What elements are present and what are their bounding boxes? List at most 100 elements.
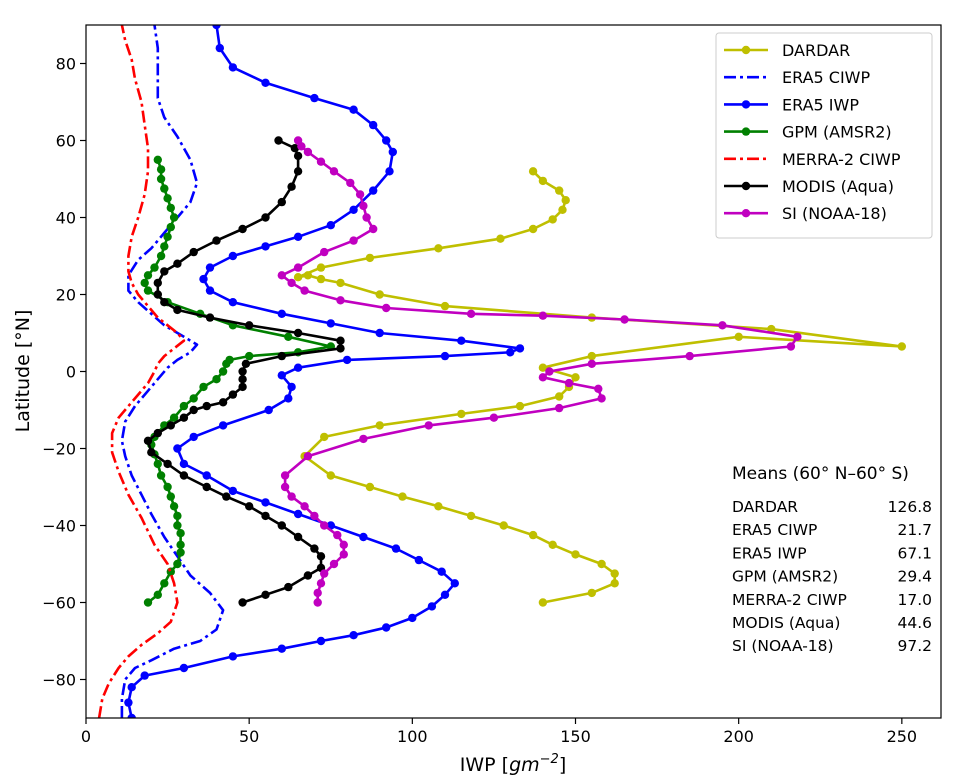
data-point bbox=[280, 482, 290, 492]
data-point bbox=[287, 182, 296, 191]
data-point bbox=[369, 186, 378, 195]
data-point bbox=[303, 271, 313, 280]
data-point bbox=[506, 348, 515, 357]
data-point bbox=[620, 315, 629, 324]
data-point bbox=[310, 511, 319, 521]
data-point bbox=[163, 459, 172, 469]
data-point bbox=[300, 502, 309, 511]
series-si-noaa-18 bbox=[277, 136, 802, 607]
data-point bbox=[215, 43, 224, 53]
data-point bbox=[293, 167, 303, 176]
data-point bbox=[434, 244, 443, 253]
means-label: MODIS (Aqua) bbox=[732, 614, 840, 632]
data-point bbox=[189, 432, 198, 442]
data-point bbox=[143, 286, 153, 295]
legend-item-gpm-amsr2: GPM (AMSR2) bbox=[724, 123, 892, 142]
data-point bbox=[293, 328, 303, 338]
series-line-era5-iwp bbox=[127, 25, 522, 718]
x-tick-label: 0 bbox=[81, 727, 91, 746]
data-point bbox=[218, 367, 228, 376]
data-point bbox=[153, 155, 162, 164]
y-tick-label: −80 bbox=[42, 671, 76, 690]
data-point bbox=[538, 373, 548, 382]
data-point bbox=[293, 273, 303, 282]
y-tick-label: 40 bbox=[56, 209, 76, 228]
means-label: ERA5 IWP bbox=[732, 544, 807, 562]
data-point bbox=[290, 144, 300, 153]
data-point bbox=[205, 263, 215, 272]
data-point bbox=[293, 509, 303, 519]
data-point bbox=[147, 448, 156, 457]
x-axis-label-suffix: ] bbox=[559, 754, 566, 776]
data-point bbox=[398, 492, 407, 501]
data-point bbox=[342, 355, 352, 365]
legend-label: ERA5 CIWP bbox=[782, 68, 871, 87]
data-point bbox=[199, 382, 208, 392]
data-point bbox=[293, 151, 303, 161]
means-label: DARDAR bbox=[732, 498, 798, 516]
data-point bbox=[153, 459, 162, 469]
data-point bbox=[548, 540, 557, 549]
y-tick-label: −40 bbox=[42, 517, 76, 536]
data-point bbox=[362, 213, 371, 222]
data-point bbox=[336, 344, 345, 353]
data-point bbox=[499, 521, 508, 530]
data-point bbox=[538, 176, 548, 186]
data-point bbox=[316, 274, 326, 284]
data-point bbox=[326, 319, 335, 328]
data-point bbox=[199, 274, 208, 284]
means-value: 126.8 bbox=[888, 498, 932, 516]
data-point bbox=[375, 421, 384, 430]
data-point bbox=[277, 351, 286, 361]
data-point bbox=[228, 652, 238, 661]
data-point bbox=[238, 224, 247, 234]
data-point bbox=[218, 398, 228, 407]
data-point bbox=[245, 321, 254, 330]
data-point bbox=[173, 259, 182, 268]
data-point bbox=[316, 157, 326, 166]
data-point bbox=[150, 263, 159, 272]
data-point bbox=[375, 328, 384, 338]
data-point bbox=[277, 309, 286, 318]
data-point bbox=[218, 421, 228, 430]
data-point bbox=[280, 471, 290, 480]
means-label: GPM (AMSR2) bbox=[732, 568, 838, 586]
data-point bbox=[277, 521, 286, 530]
data-point bbox=[587, 359, 596, 368]
data-point bbox=[166, 421, 175, 430]
data-point bbox=[156, 471, 166, 480]
legend-swatch-marker bbox=[741, 209, 751, 218]
data-point bbox=[153, 278, 162, 288]
data-point bbox=[287, 278, 296, 288]
x-axis-label-exponent: −2 bbox=[540, 752, 559, 767]
legend-swatch-marker bbox=[741, 100, 751, 109]
data-point bbox=[160, 242, 169, 251]
data-point bbox=[349, 236, 358, 245]
means-value: 67.1 bbox=[897, 544, 932, 562]
data-point bbox=[349, 631, 358, 640]
legend-label: GPM (AMSR2) bbox=[782, 123, 892, 142]
means-row: SI (NOAA-18) 97.2 bbox=[732, 637, 932, 655]
x-tick-label: 150 bbox=[560, 727, 591, 746]
data-point bbox=[156, 174, 166, 184]
data-point bbox=[176, 529, 185, 538]
data-point bbox=[555, 392, 564, 401]
data-point bbox=[718, 321, 727, 330]
series-merra-2-ciwp bbox=[97, 25, 186, 718]
data-point bbox=[587, 351, 596, 361]
data-point bbox=[450, 579, 459, 588]
data-point bbox=[261, 498, 270, 507]
means-row: ERA5 IWP 67.1 bbox=[732, 544, 932, 562]
data-point bbox=[222, 492, 231, 501]
means-value: 29.4 bbox=[897, 568, 932, 586]
data-point bbox=[140, 671, 149, 680]
data-point bbox=[202, 401, 211, 411]
legend-box bbox=[715, 32, 933, 239]
data-point bbox=[153, 428, 162, 438]
data-point bbox=[261, 590, 270, 599]
data-point bbox=[326, 471, 335, 480]
data-point bbox=[261, 511, 270, 521]
data-point bbox=[176, 548, 185, 557]
data-point bbox=[610, 579, 619, 588]
data-point bbox=[127, 683, 136, 692]
